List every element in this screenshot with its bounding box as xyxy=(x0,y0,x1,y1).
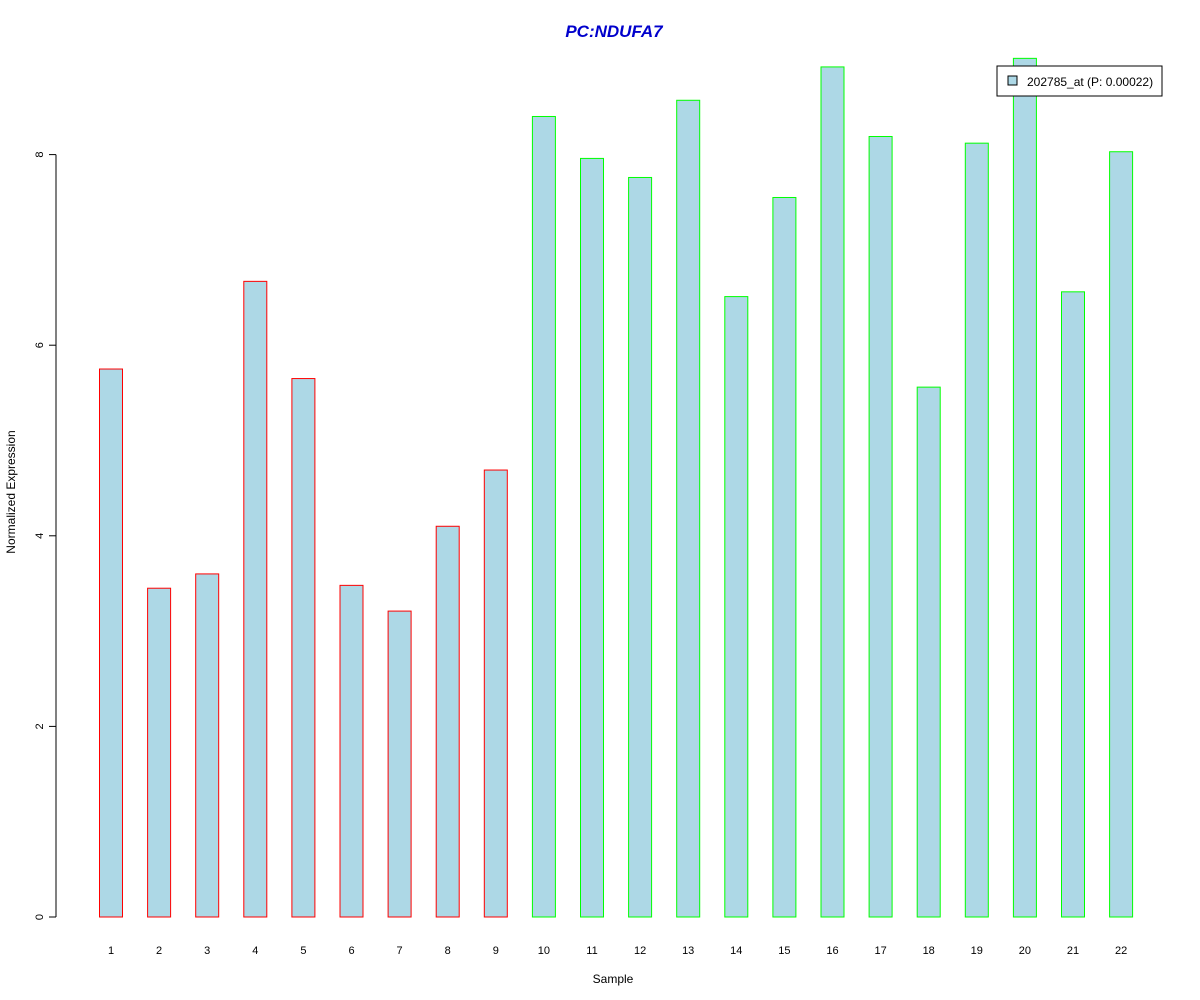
x-tick-label: 14 xyxy=(730,945,742,957)
bar-sample-4 xyxy=(243,280,268,918)
y-axis-label: Normalized Expression xyxy=(4,430,18,553)
bars-group xyxy=(99,57,1134,918)
x-tick-label: 15 xyxy=(778,945,790,957)
bar-sample-15 xyxy=(772,196,797,918)
x-tick-label: 7 xyxy=(397,945,403,957)
x-tick-label: 2 xyxy=(156,945,162,957)
y-tick-label: 2 xyxy=(34,723,46,729)
bar-sample-2 xyxy=(147,587,172,918)
x-tick-label: 22 xyxy=(1115,945,1127,957)
y-tick-label: 8 xyxy=(34,152,46,158)
x-tick-label: 3 xyxy=(204,945,210,957)
legend: 202785_at (P: 0.00022) xyxy=(996,65,1163,97)
bar-sample-11 xyxy=(580,157,604,918)
x-axis-label: Sample xyxy=(593,972,634,986)
bar-sample-17 xyxy=(868,135,893,918)
bar-sample-21 xyxy=(1061,291,1085,918)
bar-sample-5 xyxy=(291,378,316,918)
x-tick-label: 1 xyxy=(108,945,114,957)
y-axis: 0 2 4 6 8 xyxy=(34,152,57,920)
bar-sample-9 xyxy=(483,469,508,918)
bar-sample-19 xyxy=(964,142,989,918)
x-tick-label: 16 xyxy=(826,945,838,957)
x-tick-label: 20 xyxy=(1019,945,1031,957)
bar-sample-7 xyxy=(387,610,412,918)
x-tick-label: 21 xyxy=(1067,945,1079,957)
legend-box xyxy=(996,65,1163,97)
bar-sample-10 xyxy=(531,115,556,918)
x-tick-label: 9 xyxy=(493,945,499,957)
bar-sample-8 xyxy=(435,525,460,918)
x-tick-label: 5 xyxy=(300,945,306,957)
x-tick-label: 8 xyxy=(445,945,451,957)
bar-sample-1 xyxy=(99,368,123,918)
x-tick-label: 13 xyxy=(682,945,694,957)
y-tick-label: 4 xyxy=(34,533,46,539)
x-tick-label: 18 xyxy=(923,945,935,957)
legend-swatch xyxy=(1007,75,1018,86)
x-tick-label: 10 xyxy=(538,945,550,957)
y-tick-label: 0 xyxy=(34,914,46,920)
x-tick-label: 17 xyxy=(874,945,886,957)
x-tick-labels: 1 2 3 4 5 6 7 8 9 10 11 12 13 14 15 16 17 18 19 20 21 22 xyxy=(108,945,1127,957)
y-tick-label: 6 xyxy=(34,342,46,348)
bar-sample-20 xyxy=(1012,57,1037,918)
x-tick-label: 4 xyxy=(252,945,258,957)
x-tick-label: 12 xyxy=(634,945,646,957)
bar-sample-12 xyxy=(628,176,653,918)
bar-sample-13 xyxy=(676,99,701,918)
bar-sample-3 xyxy=(195,573,220,918)
chart-title: PC:NDUFA7 xyxy=(565,22,664,41)
x-tick-label: 6 xyxy=(348,945,354,957)
legend-label: 202785_at (P: 0.00022) xyxy=(1027,75,1153,89)
x-tick-label: 19 xyxy=(971,945,983,957)
bar-sample-6 xyxy=(339,584,364,918)
x-tick-label: 11 xyxy=(586,945,597,957)
bar-sample-14 xyxy=(724,296,749,918)
bar-sample-16 xyxy=(820,66,845,918)
bar-sample-18 xyxy=(916,386,941,918)
bar-sample-22 xyxy=(1109,151,1134,918)
